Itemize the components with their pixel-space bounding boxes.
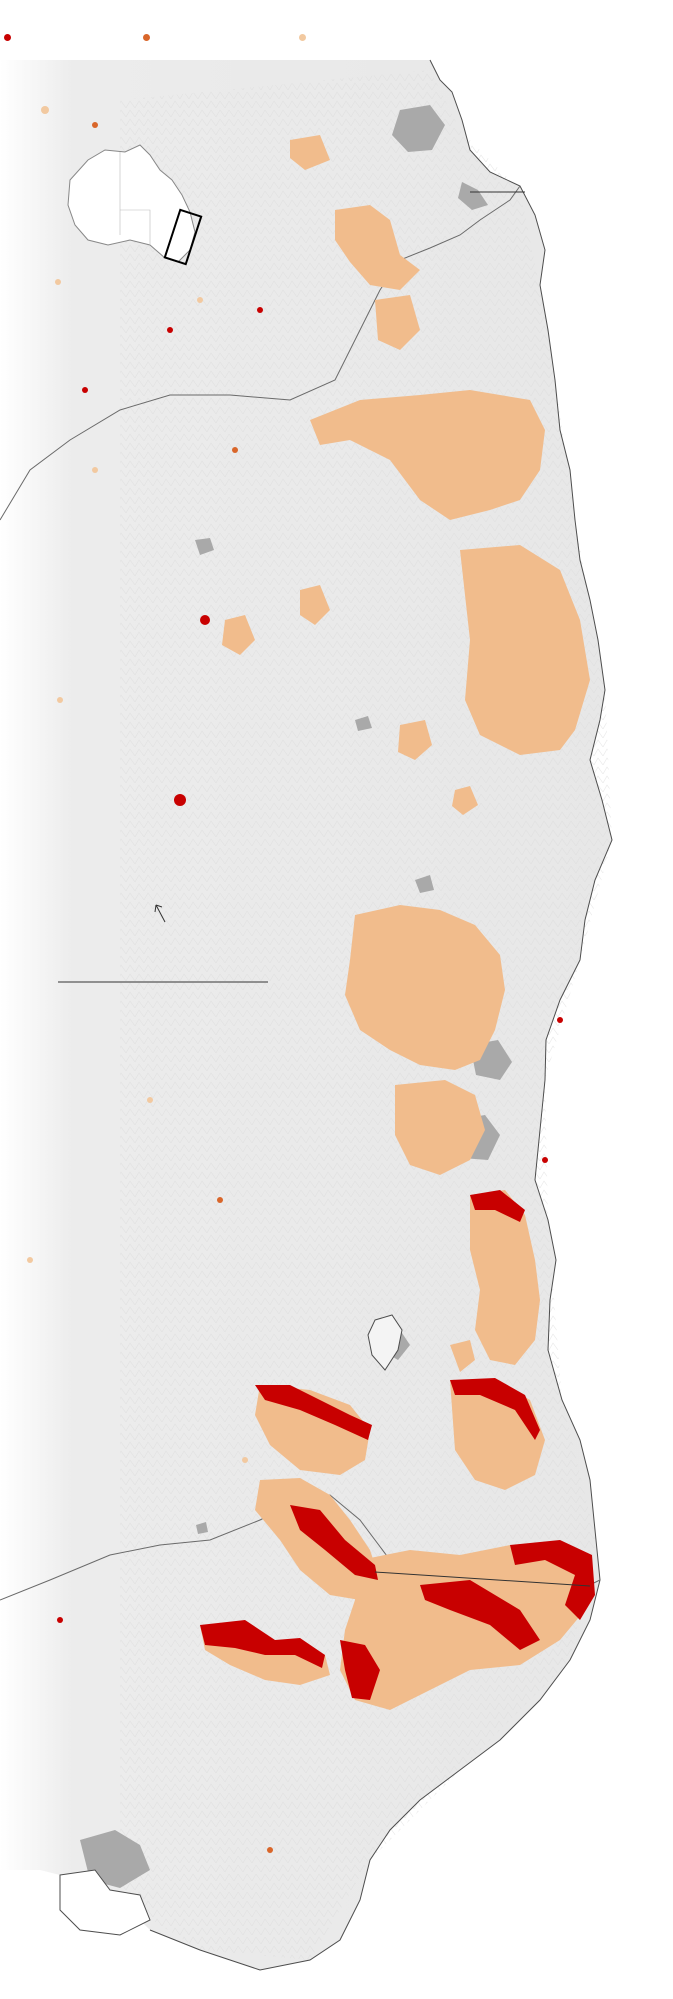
burn-mid-1 (222, 615, 255, 655)
burn-qld-3 (375, 295, 420, 350)
recent-burn-1 (255, 1385, 372, 1440)
hotspot-dot (147, 1097, 153, 1103)
recent-burn-7 (340, 1640, 380, 1700)
legend-swatch-mid (143, 34, 150, 41)
legend-swatch-older (299, 34, 306, 41)
burn-mid-3 (398, 720, 432, 760)
burn-south-1 (470, 1190, 540, 1365)
legend-item-mid (143, 34, 156, 41)
burn-mid-2 (300, 585, 330, 625)
hotspot-dot (542, 1157, 548, 1163)
recent-burn-3 (290, 1505, 378, 1580)
lake-outline (367, 1314, 403, 1371)
hotspot-dot (41, 106, 49, 114)
burned-areas-recent (200, 1190, 595, 1700)
burn-central-1 (345, 905, 505, 1070)
state-border-north (0, 185, 521, 521)
hotspot-dot (232, 447, 238, 453)
burn-north-2 (460, 545, 590, 755)
burn-south-2 (255, 1385, 370, 1475)
hotspot-dot (27, 1257, 33, 1263)
hotspot-dot (242, 1457, 248, 1463)
burn-north-1 (310, 390, 545, 520)
hotspot-dot (174, 794, 186, 806)
hotspot-dot (200, 615, 210, 625)
legend-item-recent (4, 34, 17, 41)
burn-qld-1 (290, 135, 330, 170)
recent-burn-6 (420, 1580, 540, 1650)
hotspot-dot (57, 1617, 63, 1623)
hotspot-dot (197, 297, 203, 303)
recent-burn-2 (450, 1378, 540, 1440)
hotspot-dot (167, 327, 173, 333)
hotspot-dots (27, 106, 563, 1853)
annotation-arrow (154, 904, 166, 923)
annotation-line-south (374, 1571, 591, 1587)
hotspot-dot (257, 307, 263, 313)
recent-burn-5 (200, 1620, 325, 1668)
burn-central-2 (395, 1080, 485, 1175)
burn-south-7 (450, 1340, 475, 1372)
burn-mid-4 (452, 786, 478, 815)
burn-south-5 (340, 1545, 590, 1710)
inset-locator-box (163, 208, 203, 266)
inset-australia (67, 144, 203, 266)
legend-swatch-recent (4, 34, 11, 41)
hotspot-dot (82, 387, 88, 393)
hotspot-dot (57, 697, 63, 703)
hotspot-dot (557, 1017, 563, 1023)
legend-item-older (299, 34, 312, 41)
recent-burn-8 (470, 1190, 525, 1222)
bay-outline (59, 1869, 151, 1936)
hotspot-dot (55, 279, 61, 285)
burned-areas-older (200, 135, 590, 1710)
hotspot-dot (92, 122, 98, 128)
urban-area-brisbane (392, 105, 445, 152)
urban-area-gold-coast (458, 182, 488, 210)
recent-burn-4 (510, 1540, 595, 1620)
burn-qld-2 (335, 205, 420, 290)
hotspot-dot (267, 1847, 273, 1853)
hotspot-dot (217, 1197, 223, 1203)
coastline (149, 59, 613, 1971)
hotspot-dot (92, 467, 98, 473)
